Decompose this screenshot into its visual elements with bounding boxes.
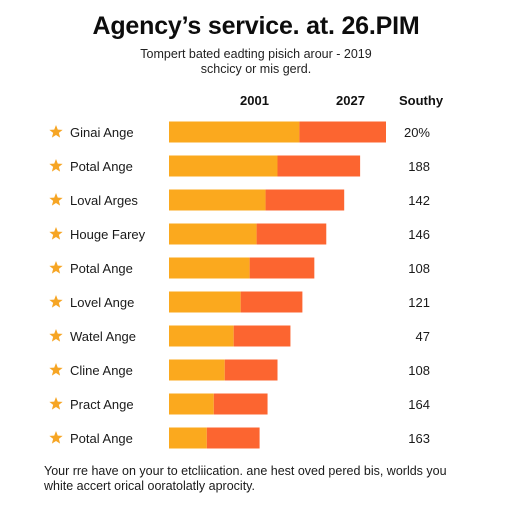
value-label: 146 [408,227,430,242]
star-icon [49,431,63,444]
category-label: Houge Farey [70,227,146,242]
bar-segment-first [169,223,257,245]
footer-note: Your rre have on your to etcliication. a… [44,464,484,494]
value-label: 121 [408,295,430,310]
category-label: Lovel Ange [70,295,134,310]
bar-segment-first [169,427,207,449]
category-label: Loval Arges [70,193,138,208]
column-header-left: 2001 [240,93,269,108]
bar-segment-first [169,155,278,177]
value-label: 108 [408,261,430,276]
bar-segment-first [169,189,266,211]
value-label: 164 [408,397,430,412]
bar-segment-first [169,291,241,313]
category-label: Potal Ange [70,261,133,276]
value-label: 108 [408,363,430,378]
star-icon [49,329,63,342]
star-icon [49,261,63,274]
category-label: Potal Ange [70,431,133,446]
bar-segment-second [299,121,386,143]
star-icon [49,363,63,376]
footer-line: Your rre have on your to etcliication. a… [44,464,447,478]
category-label: Ginai Ange [70,125,134,140]
value-label: 188 [408,159,430,174]
bar-segment-second [265,189,345,211]
bar-segment-second [224,359,278,381]
star-icon [49,397,63,410]
category-label: Pract Ange [70,397,134,412]
column-header-right: Southy [399,93,444,108]
star-icon [49,193,63,206]
column-header-middle: 2027 [336,93,365,108]
star-icon [49,295,63,308]
chart-subtitle: Tompert bated eadting pisich arour - 201… [0,47,512,77]
star-icon [49,159,63,172]
value-label: 163 [408,431,430,446]
bar-segment-second [249,257,315,279]
subtitle-line: schcicy or mis gerd. [200,62,312,76]
value-label: 142 [408,193,430,208]
subtitle-line: Tompert bated eadting pisich arour - 201… [140,47,372,61]
category-label: Potal Ange [70,159,133,174]
bar-segment-first [169,393,214,415]
footer-line: white accert orical ooratolatly aprocity… [44,479,255,493]
value-label: 47 [416,329,430,344]
bar-segment-second [277,155,361,177]
star-icon [49,227,63,240]
bar-segment-first [169,257,250,279]
category-label: Watel Ange [70,329,136,344]
category-label: Cline Ange [70,363,133,378]
star-icon [49,125,63,138]
chart-title: Agency’s service. at. 26.PIM [92,12,420,40]
bar-segment-second [256,223,327,245]
bar-segment-first [169,121,300,143]
bar-segment-first [169,359,225,381]
bar-segment-second [240,291,303,313]
value-label: 20% [404,125,430,140]
bar-segment-second [206,427,260,449]
bar-segment-second [213,393,268,415]
bar-segment-second [233,325,291,347]
bar-segment-first [169,325,234,347]
